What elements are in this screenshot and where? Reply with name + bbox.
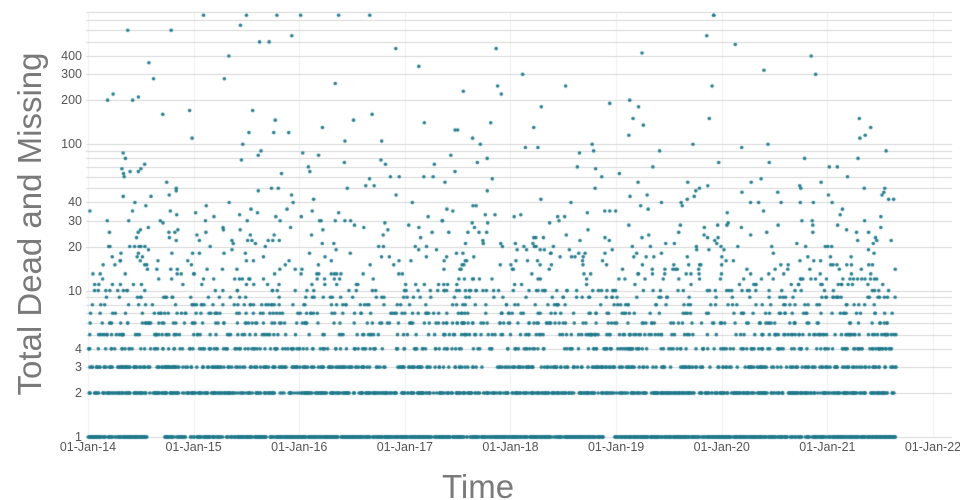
y-tick-label: 100 xyxy=(61,137,82,152)
x-tick-label: 01-Jan-15 xyxy=(165,440,222,454)
y-tick-label: 10 xyxy=(68,283,82,298)
y-tick-label: 20 xyxy=(68,239,82,254)
y-tick-label: 2 xyxy=(75,385,82,400)
x-tick-label: 01-Jan-14 xyxy=(59,440,117,454)
y-tick-label: 1 xyxy=(75,430,82,444)
y-tick-label: 300 xyxy=(61,67,82,82)
x-tick-label: 01-Jan-18 xyxy=(482,440,539,454)
x-tick-label: 01-Jan-22 xyxy=(904,440,960,454)
x-tick-label: 01-Jan-17 xyxy=(376,440,434,454)
x-tick-label: 01-Jan-21 xyxy=(799,440,856,454)
y-tick-label: 4 xyxy=(75,341,82,356)
y-tick-label: 3 xyxy=(75,360,82,375)
y-tick-label: 400 xyxy=(61,49,82,64)
y-tick-label: 30 xyxy=(68,213,82,228)
x-axis-title: Time xyxy=(441,468,515,500)
y-tick-label: 40 xyxy=(68,195,82,210)
y-axis-title: Total Dead and Missing xyxy=(11,52,48,396)
x-tick-label: 01-Jan-16 xyxy=(271,440,328,454)
x-tick-label: 01-Jan-19 xyxy=(587,440,645,454)
x-tick-label: 01-Jan-20 xyxy=(693,440,750,454)
y-tick-label: 200 xyxy=(61,93,82,108)
